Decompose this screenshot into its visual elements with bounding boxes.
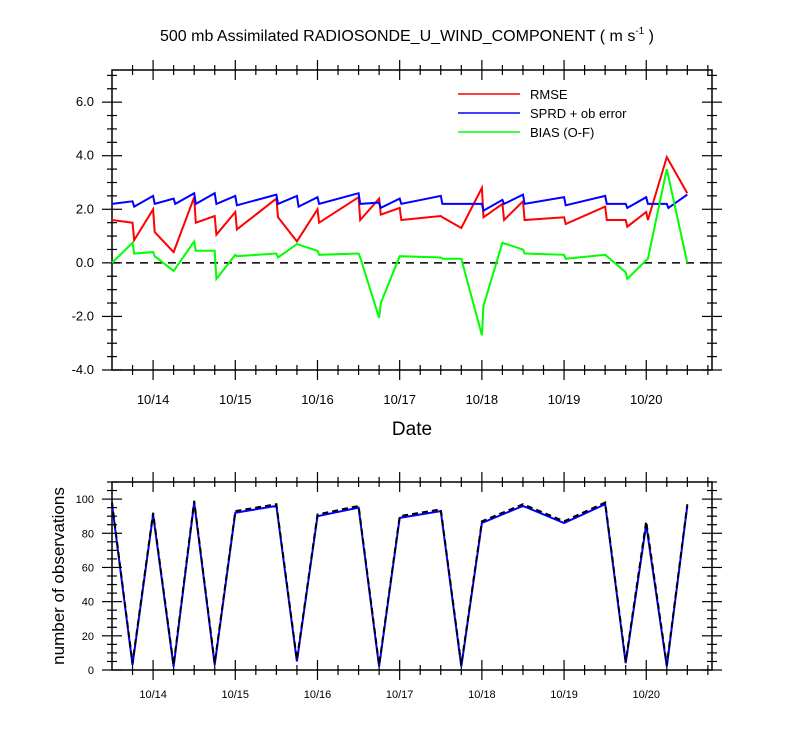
bottom-x-ticks: 10/14 10/15 10/16 10/17 10/18 10/19 10/20 — [131, 472, 709, 701]
x-tick-label: 10/19 — [550, 689, 578, 701]
series-line-sprd-ob-error — [111, 191, 688, 213]
bottom-y-ticks: 0 20 40 60 80 100 — [76, 481, 722, 677]
y-tick-label: -4.0 — [72, 362, 94, 377]
x-tick-label: 10/15 — [219, 392, 252, 407]
bottom-y-axis-label: number of observations — [49, 487, 68, 665]
x-tick-label: 10/20 — [630, 392, 663, 407]
top-x-axis-label: Date — [392, 419, 432, 440]
top-series-group — [111, 154, 689, 336]
y-tick-label: 40 — [82, 597, 94, 609]
top-plot-panel: 10/14 10/15 10/16 10/17 10/18 10/19 10/20 -4.0… — [72, 60, 722, 440]
y-tick-label: 0.0 — [76, 255, 94, 270]
x-tick-label: 10/20 — [632, 689, 660, 701]
x-tick-label: 10/18 — [468, 689, 496, 701]
legend: RMSE SPRD + ob error BIAS (O-F) — [458, 87, 627, 140]
y-tick-label: -2.0 — [72, 308, 94, 323]
x-tick-label: 10/16 — [304, 689, 332, 701]
y-tick-label: 20 — [82, 631, 94, 643]
y-tick-label: 2.0 — [76, 201, 94, 216]
chart-title-main: 500 mb Assimilated RADIOSONDE_U_WIND_COM… — [160, 28, 635, 45]
top-y-ticks: -4.0 -2.0 0.0 2.0 4.0 6.0 — [72, 74, 722, 377]
x-tick-label: 10/16 — [301, 392, 334, 407]
y-tick-label: 80 — [82, 528, 94, 540]
top-x-ticks: 10/14 10/15 10/16 10/17 10/18 10/19 10/20 — [131, 60, 709, 407]
chart-title: 500 mb Assimilated RADIOSONDE_U_WIND_COM… — [160, 26, 654, 45]
y-tick-label: 4.0 — [76, 148, 94, 163]
x-tick-label: 10/19 — [548, 392, 581, 407]
series-line-assimilated — [111, 502, 689, 667]
y-tick-label: 6.0 — [76, 94, 94, 109]
bottom-plot-panel: 10/14 10/15 10/16 10/17 10/18 10/19 10/20 0 20 4… — [49, 472, 722, 701]
x-tick-label: 10/14 — [139, 689, 167, 701]
y-tick-label: 100 — [76, 494, 94, 506]
x-tick-label: 10/14 — [137, 392, 170, 407]
x-tick-label: 10/17 — [383, 392, 416, 407]
legend-rmse-label: RMSE — [530, 87, 568, 102]
y-tick-label: 60 — [82, 562, 94, 574]
x-tick-label: 10/17 — [386, 689, 414, 701]
bottom-series-group — [111, 500, 689, 667]
series-line-rmse — [111, 154, 689, 254]
series-line-bias-o-f- — [111, 168, 689, 336]
chart-title-end: ) — [644, 28, 654, 45]
chart-title-superscript: -1 — [635, 26, 644, 37]
x-tick-label: 10/15 — [222, 689, 250, 701]
legend-sprd-label: SPRD + ob error — [530, 106, 627, 121]
x-tick-label: 10/18 — [466, 392, 499, 407]
legend-bias-label: BIAS (O-F) — [530, 125, 594, 140]
y-tick-label: 0 — [88, 665, 94, 677]
